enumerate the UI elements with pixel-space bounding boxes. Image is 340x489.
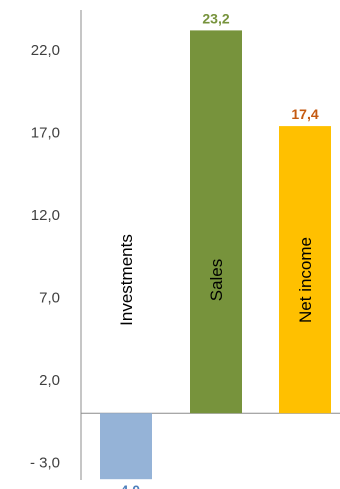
category-label: Net income [296,237,315,323]
y-axis-ticks: - 3,0 2,0 7,0 12,0 17,0 22,0 [30,42,60,472]
y-tick-label: 7,0 [39,290,60,307]
y-tick-label: 22,0 [31,42,60,59]
y-tick-label: 2,0 [39,372,60,389]
y-tick-label: - 3,0 [30,455,60,472]
bar-investments [100,413,152,480]
data-label: 23,2 [202,10,229,26]
y-tick-label: 12,0 [31,207,60,224]
category-labels: Investments Sales Net income [117,234,315,326]
category-label: Sales [207,259,226,302]
bars [100,30,331,480]
data-label: - 4,0 [112,482,140,489]
data-label: 17,4 [291,106,318,122]
bar-net-income [279,126,331,414]
y-tick-label: 17,0 [31,125,60,142]
data-labels: - 4,0 23,2 17,4 [112,10,319,489]
category-label: Investments [117,234,136,326]
bar-sales [190,30,242,414]
